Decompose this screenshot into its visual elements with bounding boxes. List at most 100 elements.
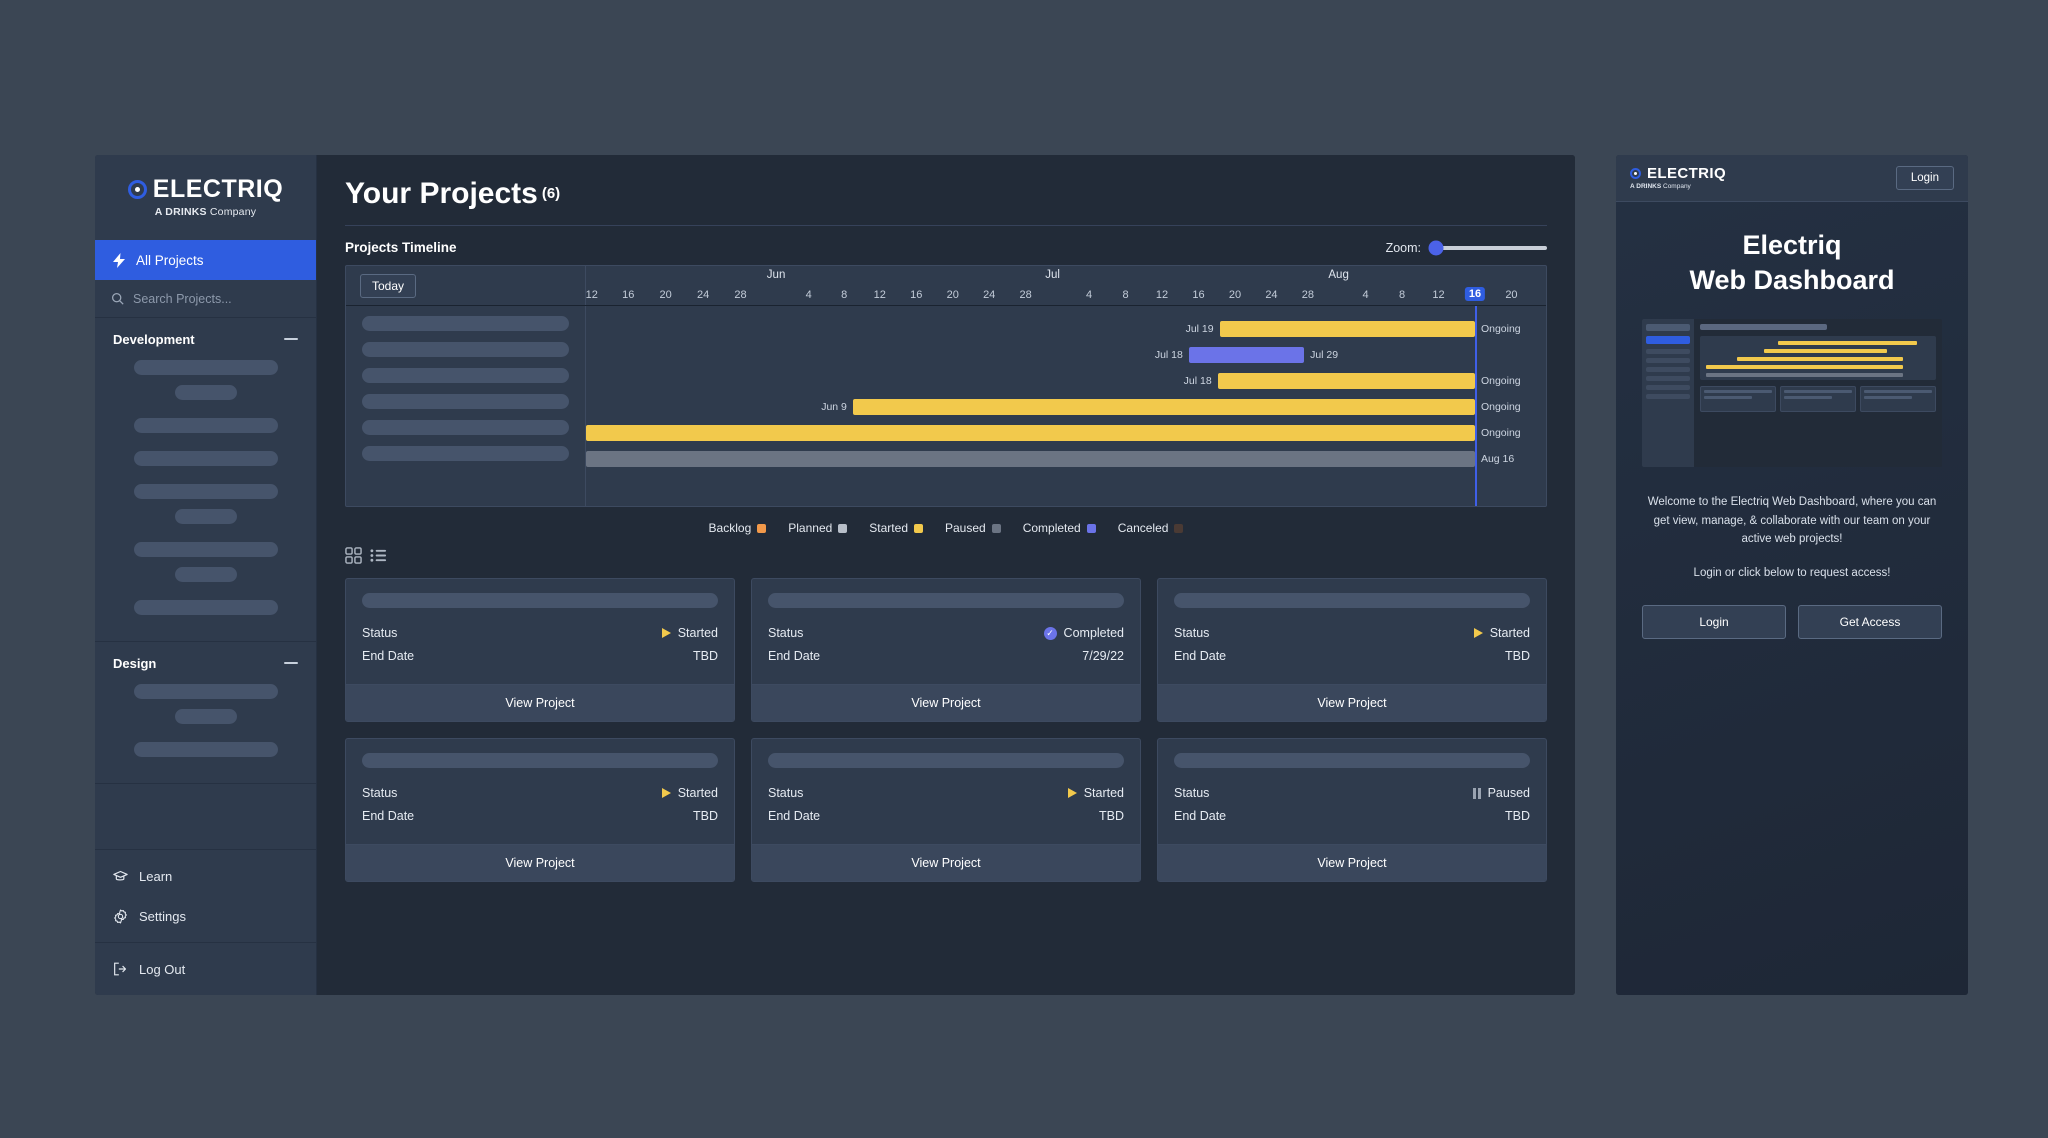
gantt-time-axis[interactable]: Jun Jul Aug 12 16 20 24 28 4 8 12 16 20 24 28 4 8 12 16 20 2… (586, 266, 1546, 305)
grid-view-icon[interactable] (345, 547, 362, 564)
table-row (362, 420, 569, 435)
legend-color-swatch (757, 523, 767, 533)
gantt-bar[interactable] (586, 425, 1475, 441)
project-end-date-label: End Date (1174, 809, 1227, 823)
preview-title (1700, 324, 1828, 331)
sidebar: ELECTRIQ A DRINKS Company All Projects S… (95, 155, 317, 995)
legend-color-swatch (1174, 523, 1184, 533)
sidebar-item-all-projects[interactable]: All Projects (95, 240, 316, 280)
minus-icon[interactable] (284, 338, 298, 340)
legend-item[interactable]: Completed (1023, 521, 1096, 535)
view-project-button[interactable]: View Project (752, 844, 1140, 881)
gantt-start-label: Jul 18 (1154, 349, 1183, 361)
preview-nav-row (1646, 394, 1690, 400)
legend-item-label: Backlog (708, 521, 752, 535)
table-row (362, 316, 569, 331)
legend-color-swatch (914, 523, 923, 533)
promo-body-text: Welcome to the Electriq Web Dashboard, w… (1647, 496, 1937, 546)
preview-bar (1777, 341, 1917, 346)
gantt-row: Aug 16 (586, 446, 1546, 472)
promo-login-button[interactable]: Login (1895, 166, 1954, 190)
sidebar-logout-group: Log Out (95, 942, 316, 995)
gantt-body: Jul 19 Ongoing Jul 18 Jul 29 Jul 18 Ongoing Ju… (346, 306, 1546, 506)
sidebar-item-settings[interactable]: Settings (95, 896, 316, 936)
gantt-header-left: Today (346, 266, 586, 305)
sidebar-item-logout[interactable]: Log Out (95, 949, 316, 989)
sidebar-logo: ELECTRIQ A DRINKS Company (95, 155, 316, 240)
timeline-title: Projects Timeline (345, 240, 457, 255)
gantt-bar[interactable] (1219, 321, 1475, 337)
gantt-day-tick: 20 (659, 289, 672, 301)
legend-item[interactable]: Started (869, 521, 923, 535)
view-project-button[interactable]: View Project (1158, 684, 1546, 721)
list-view-icon[interactable] (370, 547, 387, 564)
legend-item-label: Canceled (1117, 521, 1169, 535)
view-project-button[interactable]: View Project (346, 844, 734, 881)
gantt-day-tick: 12 (1155, 289, 1169, 301)
dashboard-preview-image (1642, 319, 1942, 468)
status-badge-label: Started (677, 626, 718, 640)
project-card-body: Status Started End Date TBD (752, 739, 1140, 844)
legend-item[interactable]: Planned (788, 521, 848, 535)
promo-cta-text: Login or click below to request access! (1693, 566, 1891, 579)
zoom-slider-thumb[interactable] (1428, 240, 1444, 255)
list-item-placeholder (174, 385, 237, 400)
promo-panel: ELECTRIQ A DRINKS Company Login Electriq… (1616, 155, 1968, 995)
promo-get-access-button[interactable]: Get Access (1798, 604, 1942, 639)
legend-item[interactable]: Backlog (709, 521, 767, 535)
project-card: Status Paused End Date TBD View Project (1157, 738, 1547, 882)
gantt-month-label: Jun (766, 269, 786, 281)
preview-bar (1764, 349, 1888, 354)
project-end-date-label: End Date (768, 809, 821, 823)
table-row (362, 394, 569, 409)
gantt-day-tick: 20 (946, 289, 959, 301)
gantt-row-labels (346, 306, 586, 506)
table-row (362, 368, 569, 383)
gantt-day-tick: 4 (805, 289, 812, 301)
timeline-toolbar: Projects Timeline Zoom: (317, 226, 1575, 265)
project-end-date-value: TBD (1505, 809, 1530, 823)
gantt-bar[interactable] (1188, 347, 1305, 363)
app-window: ELECTRIQ A DRINKS Company All Projects S… (95, 155, 1575, 995)
today-button[interactable]: Today (360, 273, 417, 298)
minus-icon[interactable] (284, 662, 298, 664)
promo-heading-line2: Web Dashboard (1689, 264, 1895, 295)
table-row (362, 342, 569, 357)
gantt-bar[interactable] (586, 451, 1475, 467)
preview-card (1780, 386, 1856, 413)
sidebar-section-development-header[interactable]: Development (95, 318, 316, 360)
promo-logo: ELECTRIQ A DRINKS Company (1630, 166, 1726, 190)
project-end-date-row: End Date TBD (362, 649, 718, 663)
project-card-title-placeholder (768, 753, 1124, 768)
status-badge-label: Started (677, 786, 718, 800)
project-end-date-row: End Date 7/29/22 (768, 649, 1124, 663)
preview-card-line (1864, 390, 1932, 394)
gantt-bar[interactable] (852, 399, 1475, 415)
project-card-title-placeholder (1174, 753, 1530, 768)
view-project-button[interactable]: View Project (346, 684, 734, 721)
gear-icon (114, 908, 127, 924)
project-end-date-label: End Date (362, 809, 415, 823)
gantt-day-tick: 24 (696, 289, 710, 301)
view-project-button[interactable]: View Project (752, 684, 1140, 721)
status-badge-label: Started (1083, 786, 1124, 800)
gantt-bar[interactable] (1217, 373, 1475, 389)
promo-login-action-button[interactable]: Login (1642, 604, 1786, 639)
sidebar-section-design-header[interactable]: Design (95, 642, 316, 684)
legend-item[interactable]: Canceled (1118, 521, 1184, 535)
zoom-slider[interactable] (1428, 240, 1547, 255)
project-card-title-placeholder (362, 593, 718, 608)
preview-nav-row (1646, 349, 1690, 355)
gantt-legend: Backlog Planned Started Paused Completed Canc… (317, 507, 1575, 541)
view-project-button[interactable]: View Project (1158, 844, 1546, 881)
legend-item[interactable]: Paused (945, 521, 1001, 535)
search-input[interactable]: Search Projects... (95, 280, 316, 318)
gantt-day-tick: 28 (1019, 289, 1032, 301)
list-item-placeholder (133, 742, 278, 757)
preview-bar (1737, 357, 1904, 362)
gantt-start-label: Jul 19 (1185, 323, 1214, 335)
list-item-placeholder (133, 484, 278, 499)
sidebar-item-learn[interactable]: Learn (95, 856, 316, 896)
status-badge: Started (1473, 626, 1530, 640)
